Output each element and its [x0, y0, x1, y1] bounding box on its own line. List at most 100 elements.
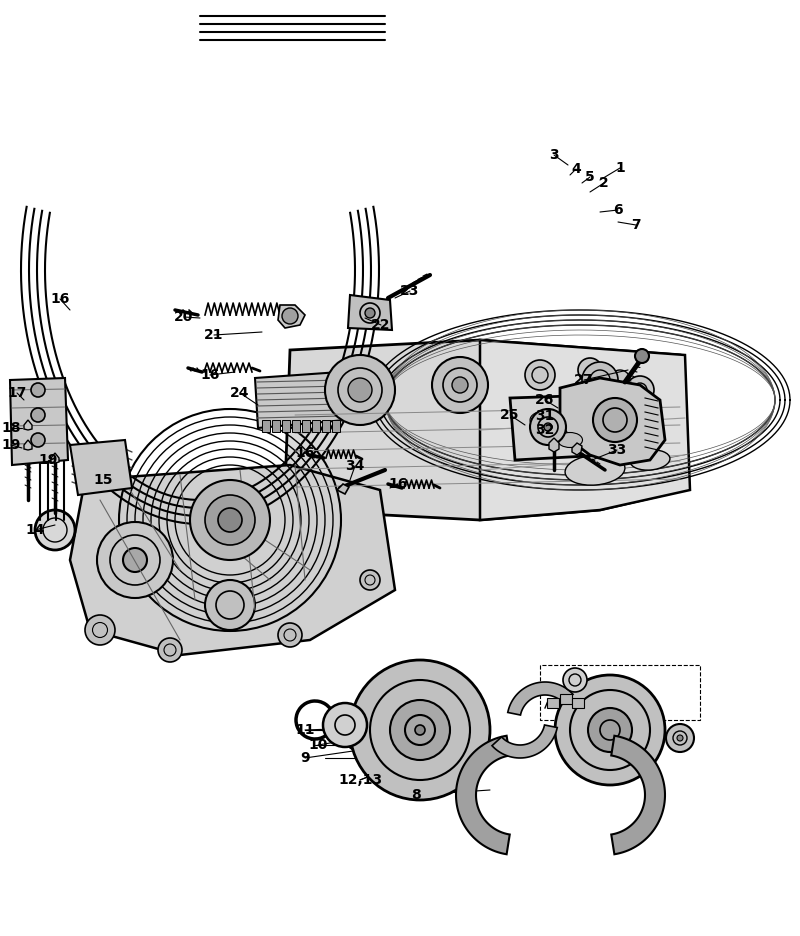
Circle shape	[555, 675, 665, 785]
Circle shape	[452, 377, 468, 393]
Ellipse shape	[565, 455, 625, 485]
Text: 18: 18	[2, 421, 21, 435]
Polygon shape	[24, 420, 32, 430]
Ellipse shape	[530, 411, 560, 429]
Text: 14: 14	[26, 523, 45, 537]
Circle shape	[97, 522, 173, 598]
Text: 1: 1	[615, 161, 625, 175]
Circle shape	[123, 548, 147, 572]
Text: 2: 2	[599, 176, 609, 190]
Text: 33: 33	[607, 443, 626, 457]
Circle shape	[530, 409, 566, 445]
Text: 9: 9	[300, 751, 310, 765]
Circle shape	[348, 378, 372, 402]
Circle shape	[588, 708, 632, 752]
Text: 32: 32	[535, 423, 554, 437]
Polygon shape	[611, 736, 665, 855]
Bar	[547, 698, 559, 708]
Polygon shape	[312, 420, 320, 432]
Circle shape	[390, 700, 450, 760]
Polygon shape	[456, 736, 510, 855]
Text: 11: 11	[295, 723, 314, 737]
Circle shape	[563, 668, 587, 692]
Text: 10: 10	[308, 738, 328, 752]
Circle shape	[360, 570, 380, 590]
Polygon shape	[70, 465, 395, 655]
Text: 26: 26	[535, 393, 554, 407]
Circle shape	[282, 308, 298, 324]
Text: 19: 19	[2, 438, 21, 452]
Text: 5: 5	[585, 170, 595, 184]
Text: 31: 31	[535, 409, 554, 423]
Text: 8: 8	[411, 788, 421, 802]
Text: 25: 25	[500, 408, 520, 422]
Polygon shape	[480, 340, 690, 520]
Text: 21: 21	[204, 328, 224, 342]
Text: 16: 16	[50, 292, 70, 306]
Circle shape	[31, 383, 45, 397]
Text: 16: 16	[295, 446, 314, 460]
Polygon shape	[508, 682, 573, 715]
Text: 7: 7	[631, 218, 641, 232]
Text: 16: 16	[200, 368, 220, 382]
Circle shape	[365, 308, 375, 318]
Polygon shape	[278, 305, 305, 328]
Circle shape	[278, 623, 302, 647]
Circle shape	[350, 660, 490, 800]
Circle shape	[344, 719, 376, 751]
Text: 23: 23	[400, 284, 420, 298]
Circle shape	[218, 508, 242, 532]
Polygon shape	[255, 372, 345, 428]
Circle shape	[635, 349, 649, 363]
Circle shape	[432, 357, 488, 413]
Circle shape	[205, 580, 255, 630]
Circle shape	[190, 480, 270, 560]
Circle shape	[610, 370, 630, 390]
Circle shape	[593, 398, 637, 442]
Ellipse shape	[630, 450, 670, 470]
Text: 15: 15	[94, 473, 113, 487]
Circle shape	[578, 358, 602, 382]
Polygon shape	[560, 378, 665, 465]
Polygon shape	[332, 420, 340, 432]
Circle shape	[544, 423, 552, 431]
Polygon shape	[24, 440, 32, 450]
Polygon shape	[272, 420, 280, 432]
Bar	[572, 698, 584, 708]
Polygon shape	[292, 420, 300, 432]
Text: 17: 17	[7, 386, 26, 400]
Text: 24: 24	[230, 386, 250, 400]
Polygon shape	[10, 378, 68, 465]
Polygon shape	[51, 453, 59, 463]
Text: 12,13: 12,13	[338, 773, 382, 787]
Circle shape	[525, 360, 555, 390]
Polygon shape	[282, 420, 290, 432]
Circle shape	[415, 725, 425, 735]
Polygon shape	[285, 340, 685, 520]
Circle shape	[666, 724, 694, 752]
Circle shape	[31, 433, 45, 447]
Text: 34: 34	[346, 459, 365, 473]
Polygon shape	[262, 420, 270, 432]
Circle shape	[323, 703, 367, 747]
Bar	[560, 694, 572, 704]
Text: 27: 27	[574, 373, 594, 387]
Circle shape	[35, 510, 75, 550]
Ellipse shape	[558, 432, 582, 447]
Polygon shape	[302, 420, 310, 432]
Text: 6: 6	[613, 203, 623, 217]
Polygon shape	[572, 443, 582, 455]
Circle shape	[626, 376, 654, 404]
Circle shape	[582, 362, 618, 398]
Polygon shape	[348, 295, 392, 330]
Circle shape	[85, 615, 115, 645]
Circle shape	[325, 355, 395, 425]
Text: 16: 16	[388, 477, 408, 491]
Text: 20: 20	[174, 310, 194, 324]
Circle shape	[31, 408, 45, 422]
Circle shape	[158, 638, 182, 662]
Text: 19: 19	[38, 453, 58, 467]
Text: 22: 22	[371, 318, 390, 332]
Text: 4: 4	[571, 162, 581, 176]
Polygon shape	[510, 395, 605, 460]
